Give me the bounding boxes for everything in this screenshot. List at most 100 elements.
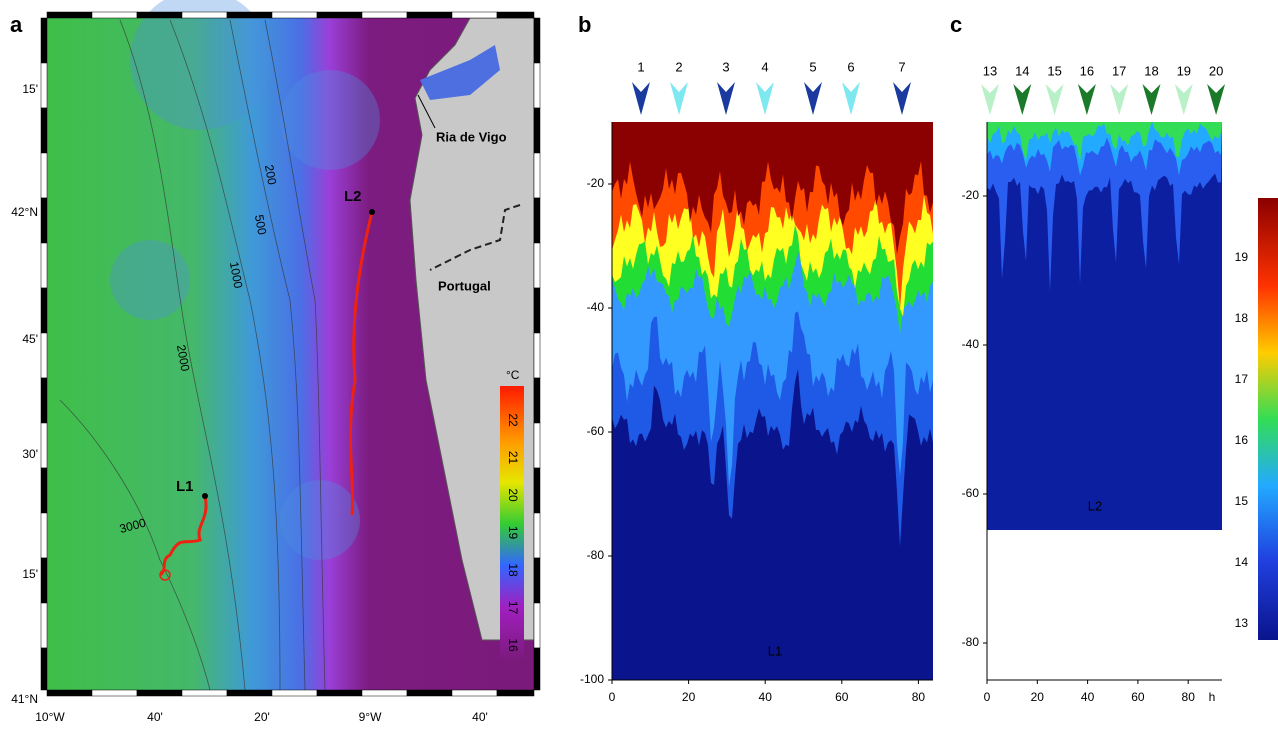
frame (40, 557, 48, 604)
arrow-label: 1 (637, 59, 644, 74)
lat-label: 42°N (11, 205, 38, 219)
frame (496, 689, 535, 697)
frame (40, 332, 48, 379)
isobath-label: 2000 (174, 344, 192, 373)
arrow (893, 82, 911, 115)
isobath-label: 1000 (227, 261, 245, 290)
x-tick-label: 80 (1182, 690, 1196, 704)
arrow (1110, 84, 1129, 115)
frame (533, 377, 541, 424)
colorbar-tick-label: 13 (1235, 616, 1249, 630)
colorbar-tick-label: 22 (506, 413, 520, 427)
arrow-label: 20 (1209, 63, 1223, 78)
frame (533, 152, 541, 199)
arrow-label: 15 (1047, 63, 1061, 78)
colorbar-tick-label: 14 (1235, 555, 1249, 569)
arrow (717, 82, 735, 115)
frame (40, 62, 48, 109)
arrow (1174, 84, 1193, 115)
frame (406, 689, 453, 697)
frame (271, 11, 318, 19)
ria (420, 45, 500, 100)
arrow (1142, 84, 1161, 115)
float-track (159, 495, 208, 577)
frame (361, 689, 408, 697)
float-label: L1 (176, 478, 194, 495)
frame (40, 197, 48, 244)
frame (533, 422, 541, 469)
frame (533, 242, 541, 289)
frame (91, 689, 138, 697)
colorbar-tick-label: 19 (1235, 250, 1249, 264)
lat-label: 45' (22, 332, 38, 346)
frame (496, 11, 535, 19)
y-tick-label: -20 (587, 176, 605, 190)
lon-label: 40' (147, 710, 163, 724)
map-colorbar (500, 386, 524, 662)
place-label: Portugal (438, 278, 491, 293)
frame (451, 11, 498, 19)
frame (316, 11, 363, 19)
arrow (632, 82, 650, 115)
float-end (159, 569, 171, 581)
frame (533, 332, 541, 379)
isobath (229, 19, 306, 691)
frame (40, 287, 48, 334)
x-tick-label: 20 (682, 690, 696, 704)
arrow-label: 5 (809, 59, 816, 74)
layer (987, 121, 1222, 163)
sst-patch (280, 480, 360, 560)
frame (40, 512, 48, 559)
arrow (981, 84, 999, 115)
panel-letter: a (10, 12, 23, 37)
x-tick-label: 20 (1031, 690, 1045, 704)
layer (987, 122, 1222, 292)
lon-label: 10°W (35, 710, 65, 724)
frame (40, 602, 48, 649)
colorbar-tick-label: 18 (506, 563, 520, 577)
isobath (169, 19, 281, 691)
arrow-label: 6 (847, 59, 854, 74)
frame (271, 689, 318, 697)
float-label: L2 (1088, 498, 1102, 513)
x-tick-label: 60 (1131, 690, 1145, 704)
arrow (1045, 84, 1064, 115)
frame (533, 557, 541, 604)
float-track (348, 211, 374, 516)
frame (136, 11, 183, 19)
arrow-label: 13 (983, 63, 997, 78)
x-tick-label: 40 (759, 690, 773, 704)
frame (40, 242, 48, 289)
frame (533, 17, 541, 64)
colorbar-tick-label: 15 (1235, 494, 1249, 508)
isobath (59, 399, 211, 691)
frame (451, 689, 498, 697)
frame (40, 647, 48, 691)
frame (533, 467, 541, 514)
lat-label: 15' (22, 82, 38, 96)
colorbar-tick-label: 18 (1235, 311, 1249, 325)
isobath-label: 500 (252, 214, 269, 236)
frame (316, 689, 363, 697)
frame (46, 689, 93, 697)
lat-label: 30' (22, 447, 38, 461)
frame (40, 422, 48, 469)
frame (533, 287, 541, 334)
frame (533, 512, 541, 559)
frame (533, 197, 541, 244)
isobath (264, 19, 326, 691)
colorbar-unit: °C (506, 368, 520, 382)
frame (136, 689, 183, 697)
y-tick-label: -60 (587, 424, 605, 438)
frame (46, 11, 93, 19)
lon-label: 40' (472, 710, 488, 724)
arrow-label: 14 (1015, 63, 1029, 78)
colorbar-tick-label: 16 (506, 638, 520, 652)
colorbar-tick-label: 21 (506, 451, 520, 465)
x-tick-label: 0 (609, 690, 616, 704)
colorbar-tick-label: 17 (1235, 372, 1249, 386)
float-label: L2 (344, 188, 362, 205)
lat-label: 41°N (11, 692, 38, 706)
arrow-label: 19 (1177, 63, 1191, 78)
y-tick-label: -20 (962, 188, 980, 202)
